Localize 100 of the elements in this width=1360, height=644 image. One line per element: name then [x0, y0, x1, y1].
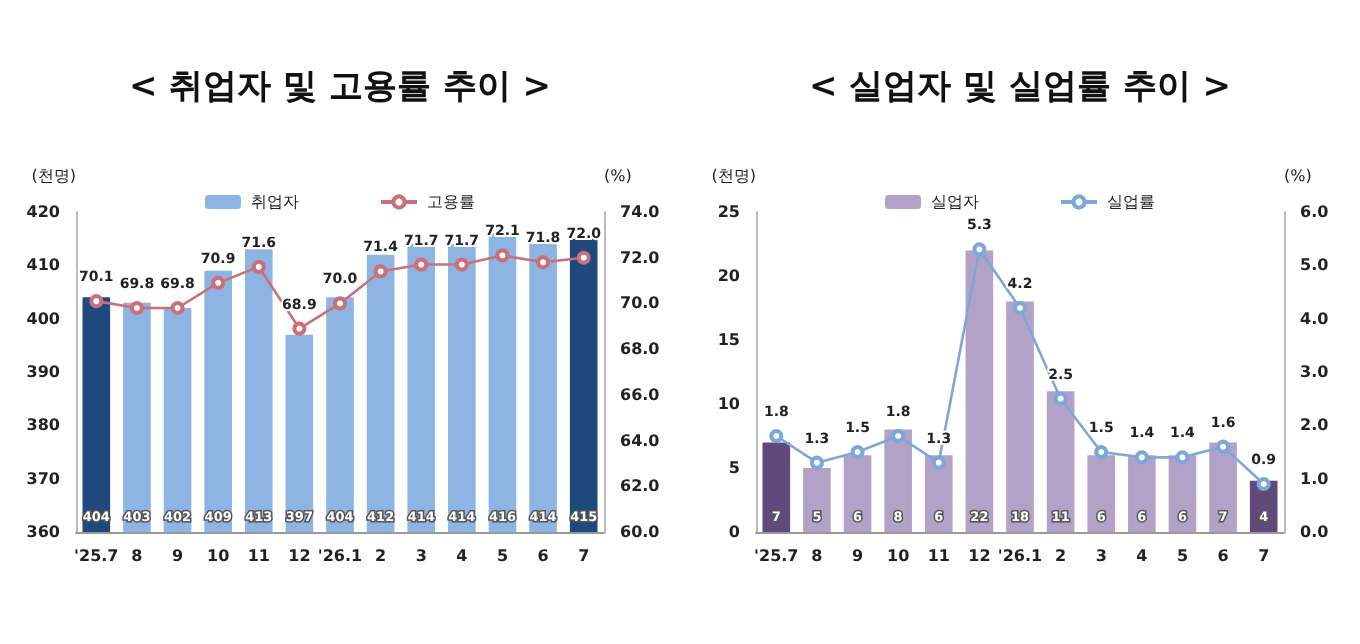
- x-tick-label: 4: [1136, 547, 1149, 565]
- x-tick-label: 5: [496, 547, 509, 565]
- y-tick-label: 380: [26, 416, 61, 435]
- x-tick-label: 6: [1217, 547, 1230, 565]
- y2-axis-title: (%): [604, 167, 632, 185]
- bar: [762, 442, 791, 532]
- point: [292, 321, 307, 336]
- x-tick-label: 12: [288, 547, 311, 565]
- point: [170, 301, 185, 315]
- x-tick-label: 3: [415, 547, 427, 565]
- bar: [843, 455, 872, 532]
- point: [809, 455, 824, 470]
- x-tick-label: 8: [811, 547, 824, 565]
- x-tick-label: 11: [247, 547, 271, 565]
- point: [891, 429, 906, 443]
- point: [536, 255, 551, 270]
- y-tick-label: 20: [717, 267, 741, 285]
- y-tick-label: 390: [26, 363, 61, 381]
- bar: [884, 429, 912, 532]
- point: [769, 429, 784, 443]
- y-tick-label: 410: [26, 256, 61, 275]
- y-tick-label: 15: [717, 331, 741, 349]
- y2-tick-label: 66.0: [620, 385, 661, 404]
- point: [931, 455, 946, 470]
- x-tick-label: 8: [131, 547, 144, 565]
- point: [251, 259, 266, 274]
- point: [495, 248, 510, 263]
- x-tick-label: 10: [207, 547, 231, 565]
- y2-tick-label: 6.0: [1300, 203, 1330, 221]
- bar: [1046, 391, 1075, 532]
- point: [1094, 445, 1109, 459]
- x-tick-label: 11: [927, 547, 951, 565]
- x-tick-label: '25.7: [754, 547, 799, 565]
- x-tick-label: 6: [537, 547, 550, 565]
- point: [850, 445, 865, 459]
- bar: [1209, 442, 1237, 532]
- bar: [1006, 301, 1034, 532]
- point: [1216, 439, 1231, 454]
- x-tick-label: 10: [887, 547, 911, 565]
- y-tick-label: 10: [717, 395, 741, 413]
- y-tick-label: 370: [26, 469, 61, 488]
- point: [211, 275, 226, 290]
- point: [1013, 301, 1027, 315]
- y2-tick-label: 4.0: [1300, 309, 1330, 328]
- y2-tick-label: 74.0: [620, 203, 661, 221]
- y2-tick-label: 62.0: [620, 477, 661, 496]
- y-tick-label: 400: [26, 309, 61, 328]
- bar: [803, 468, 831, 532]
- legend-label: 실업률: [1107, 193, 1155, 211]
- y-tick-label: 25: [717, 203, 741, 221]
- point: [373, 264, 388, 279]
- x-tick-label: 9: [171, 547, 184, 565]
- y-axis-title: (천명): [711, 167, 756, 185]
- x-tick-label: 7: [578, 547, 590, 565]
- y2-tick-label: 2.0: [1300, 416, 1330, 435]
- point: [129, 301, 144, 315]
- point: [414, 257, 429, 272]
- y2-tick-label: 70.0: [620, 294, 661, 313]
- x-tick-label: 2: [375, 547, 387, 565]
- point: [972, 242, 987, 257]
- x-tick-label: 7: [1258, 547, 1270, 565]
- bar: [965, 250, 994, 532]
- y2-tick-label: 0.0: [1300, 523, 1330, 541]
- y-tick-label: 0: [728, 523, 741, 541]
- y2-tick-label: 60.0: [620, 523, 661, 541]
- bar: [1087, 455, 1116, 532]
- y2-tick-label: 3.0: [1300, 363, 1330, 381]
- y2-tick-label: 72.0: [620, 248, 661, 267]
- point: [454, 257, 469, 272]
- chart-title: < 실업자 및 실업률 추이 >: [808, 67, 1232, 107]
- point: [333, 296, 347, 311]
- chart-title: < 취업자 및 고용률 추이 >: [128, 67, 552, 107]
- x-tick-label: 4: [456, 547, 469, 565]
- point: [1175, 450, 1190, 465]
- y2-tick-label: 64.0: [620, 431, 661, 450]
- y-tick-label: 420: [26, 203, 61, 221]
- point: [1053, 391, 1068, 406]
- y-tick-label: 5: [728, 459, 741, 477]
- bar: [924, 455, 953, 532]
- x-tick-label: '26.1: [317, 547, 364, 565]
- point: [1134, 450, 1149, 465]
- x-tick-label: 3: [1095, 547, 1107, 565]
- x-tick-label: 12: [968, 547, 991, 565]
- point: [1256, 477, 1271, 491]
- point: [89, 294, 104, 309]
- x-tick-label: '25.7: [74, 547, 119, 565]
- x-tick-label: 2: [1055, 547, 1067, 565]
- legend-label: 실업자: [931, 193, 979, 211]
- y2-axis-title: (%): [1284, 167, 1312, 185]
- point: [576, 250, 591, 265]
- y2-tick-label: 5.0: [1300, 256, 1330, 275]
- y2-tick-label: 1.0: [1300, 469, 1330, 488]
- x-tick-label: '26.1: [997, 547, 1044, 565]
- y2-tick-label: 68.0: [620, 340, 661, 359]
- y-axis-title: (천명): [31, 167, 76, 185]
- y-tick-label: 360: [26, 523, 61, 541]
- x-tick-label: 9: [851, 547, 864, 565]
- legend-label: 취업자: [251, 193, 299, 211]
- x-tick-label: 5: [1176, 547, 1189, 565]
- legend-label: 고용률: [427, 193, 475, 211]
